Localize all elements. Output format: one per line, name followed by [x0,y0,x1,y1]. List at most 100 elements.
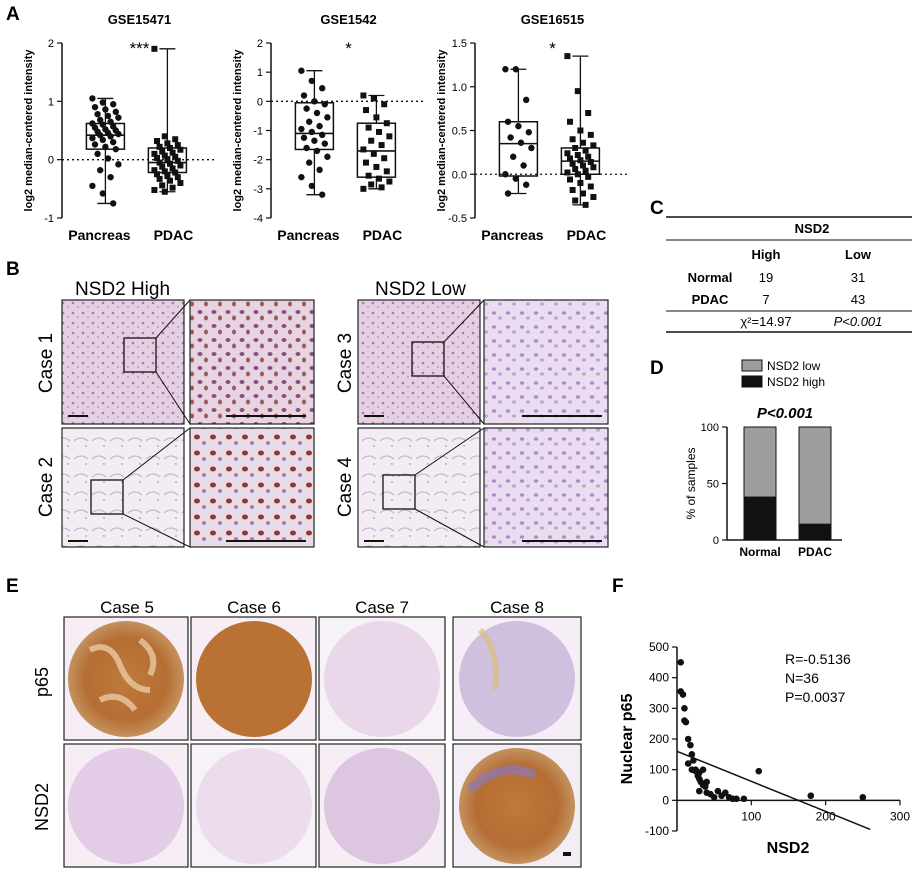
y-tick-label: 500 [649,640,669,654]
data-point [587,131,594,138]
panel-letter-a: A [6,4,20,25]
scatter-point [859,793,867,801]
scatter-point [690,757,697,764]
data-point [115,114,122,121]
data-point [564,169,571,176]
case-3-overview-image [357,299,481,425]
data-point [313,147,321,155]
tma-core-case7-nsd2 [324,748,440,864]
panel-letter-d: D [650,358,664,379]
x-axis-label: NSD2 [767,840,810,857]
data-point [174,142,181,149]
scatter-point [755,767,763,775]
data-point [156,143,163,150]
data-point [167,160,173,167]
data-point [512,175,519,182]
tma-row-label-nsd2: NSD2 [32,783,52,831]
data-point [515,122,522,130]
data-point [311,98,318,105]
data-point [104,112,112,120]
x-tick-label: 100 [741,809,761,823]
significance-stars: * [345,39,352,58]
data-point [161,188,168,195]
data-point [107,118,114,125]
significance-stars: *** [130,39,150,58]
legend-label: NSD2 low [767,359,821,373]
stacked-bar-chart: NSD2 low NSD2 high P<0.001 0 50 100 % of sampl… [684,359,842,559]
data-point [91,141,99,148]
data-point [370,150,377,157]
y-tick-label: 100 [701,422,719,434]
data-point [378,184,385,191]
data-point [582,147,589,154]
scatter-point [714,787,722,795]
legend-label: NSD2 high [767,375,825,389]
nsd2-high-heading: NSD2 High [75,279,170,300]
data-point [504,118,512,125]
data-point [115,161,122,168]
tma-row-label-p65: p65 [32,667,52,697]
data-point [89,134,96,142]
data-point [94,150,101,158]
data-point [97,116,104,124]
data-point [528,144,535,152]
x-category-label: Pancreas [277,227,339,243]
data-point [319,191,326,198]
scatter-point [688,751,696,758]
y-tick-label: 1 [257,67,263,79]
data-point [567,176,573,183]
stat-annotation: P=0.0037 [785,689,846,705]
data-point [373,163,380,170]
x-category-label: Pancreas [68,227,130,243]
legend-swatch [741,375,763,388]
data-point [298,173,305,181]
data-point [156,175,163,182]
data-point [303,105,310,112]
data-point [110,138,117,146]
data-point [172,169,179,176]
case-3-zoom-image [483,299,609,425]
data-point [572,145,579,151]
data-point [298,125,305,133]
y-tick-label: 2 [257,38,263,50]
case-1-label: Case 1 [36,333,57,393]
panel-b-histology: NSD2 High NSD2 Low Case 1 Case 2 Case 3 … [36,279,609,548]
tma-core-case8-p65 [459,621,575,737]
tma-column-label: Case 8 [490,598,544,617]
data-point [569,136,576,143]
data-point [590,142,597,149]
table-cell: 19 [759,270,773,285]
data-point [523,181,530,188]
data-point [567,155,573,162]
data-point [386,178,393,185]
data-point [174,157,181,164]
x-category-label: PDAC [154,227,194,243]
data-point [112,145,120,153]
data-point [523,96,530,104]
scatter-point [710,793,718,801]
data-point [107,173,114,181]
y-tick-label: 1 [48,96,54,108]
data-point [102,143,109,151]
tma-core-case8-nsd2 [459,748,575,864]
data-point [99,190,107,197]
regression-line [676,750,871,831]
x-category-label: PDAC [363,227,403,243]
scatter-point [679,691,687,698]
data-point [177,146,184,153]
data-point [585,110,592,116]
stat-annotation: N=36 [785,670,819,686]
data-point [376,175,382,182]
data-point [502,171,509,178]
data-point [306,159,313,166]
panel-letter-c: C [650,198,664,219]
data-point [373,114,380,121]
scatter-point [699,766,707,773]
data-point [585,173,592,180]
scatter-point [722,789,729,796]
data-point [311,137,318,144]
data-point [89,182,96,190]
y-tick-label: 0 [257,96,263,108]
case-3-label: Case 3 [335,333,356,393]
x-category-label: Pancreas [481,227,543,243]
